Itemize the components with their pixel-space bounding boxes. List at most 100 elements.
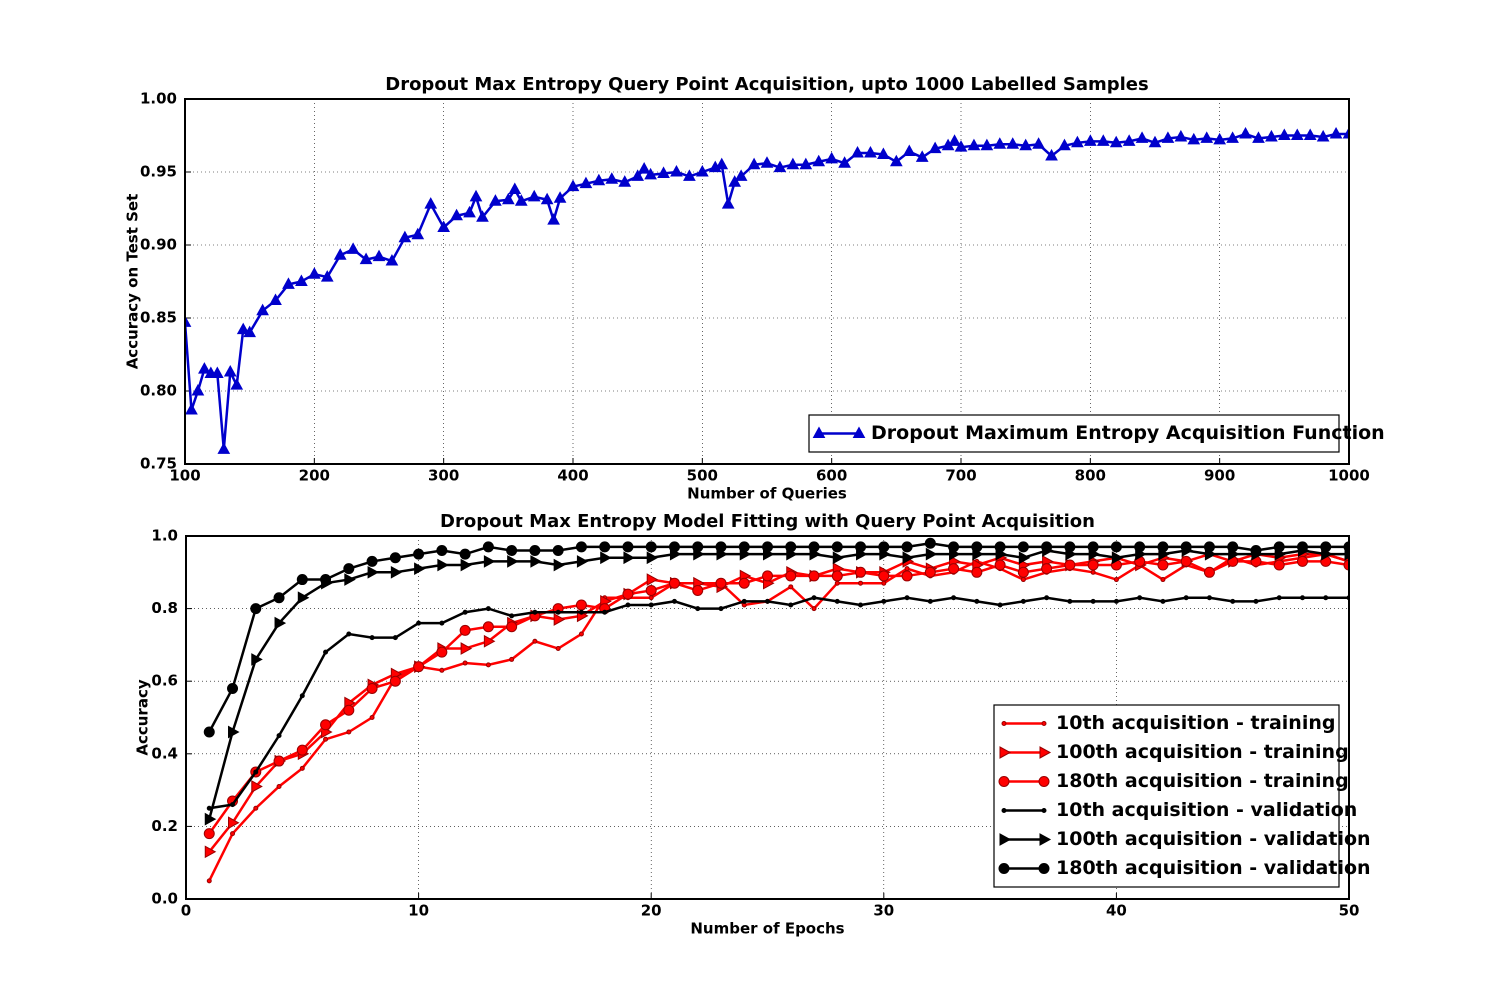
- data-point: [831, 541, 843, 553]
- data-point: [1213, 132, 1227, 145]
- data-point: [812, 154, 826, 167]
- data-point: [741, 598, 747, 604]
- data-point: [507, 555, 519, 568]
- data-point: [1206, 595, 1212, 601]
- data-point: [808, 541, 820, 553]
- data-point: [1067, 598, 1073, 604]
- data-point: [600, 551, 612, 565]
- data-point: [392, 635, 398, 641]
- plot-frame: [185, 535, 1350, 900]
- data-point: [1157, 559, 1169, 571]
- y-tick-label: 0.6: [151, 672, 178, 690]
- data-point: [1058, 138, 1071, 151]
- data-point: [366, 555, 378, 567]
- data-point: [1087, 559, 1099, 571]
- data-point: [721, 197, 735, 209]
- data-point: [1160, 598, 1166, 604]
- x-tick-label: 500: [687, 467, 718, 485]
- data-point: [333, 248, 347, 260]
- data-point: [645, 584, 657, 596]
- legend-marker: [998, 776, 1010, 787]
- data-point: [618, 175, 632, 187]
- data-point: [1087, 541, 1099, 553]
- data-point: [646, 551, 659, 565]
- legend-marker: [852, 426, 866, 438]
- data-point: [251, 653, 263, 666]
- legend-marker: [1001, 721, 1007, 726]
- data-point: [343, 704, 355, 716]
- data-point: [788, 584, 794, 590]
- data-point: [670, 164, 683, 177]
- data-point: [230, 831, 236, 837]
- data-point: [346, 631, 352, 637]
- data-point: [273, 592, 285, 604]
- data-point: [1160, 577, 1166, 583]
- data-point: [623, 551, 635, 565]
- data-point: [436, 646, 448, 658]
- data-point: [1113, 577, 1119, 583]
- data-point: [1203, 566, 1215, 578]
- data-point: [469, 189, 483, 202]
- data-point: [925, 547, 938, 561]
- data-point: [459, 624, 471, 636]
- data-point: [509, 613, 515, 619]
- data-point: [323, 649, 329, 655]
- data-point: [1180, 555, 1192, 567]
- x-tick-label: 200: [299, 467, 330, 485]
- data-point: [437, 220, 451, 232]
- data-point: [1148, 135, 1162, 148]
- data-point: [683, 169, 696, 181]
- data-point: [575, 599, 587, 611]
- data-point: [851, 145, 864, 158]
- data-point: [1342, 127, 1349, 139]
- data-point: [994, 559, 1006, 571]
- data-point: [230, 378, 244, 390]
- data-point: [489, 194, 502, 206]
- data-point: [485, 606, 491, 612]
- x-tick-label: 100: [169, 467, 200, 485]
- x-tick-label: 900: [1204, 467, 1235, 485]
- data-point: [299, 765, 305, 771]
- data-point: [1252, 131, 1265, 143]
- data-point: [825, 151, 839, 164]
- legend-label: 100th acquisition - training: [1056, 741, 1349, 763]
- data-point: [1064, 541, 1076, 553]
- data-point: [1277, 128, 1291, 140]
- data-point: [450, 208, 463, 221]
- data-point: [269, 293, 282, 305]
- y-tick-label: 0.4: [151, 744, 178, 762]
- data-point: [297, 591, 310, 605]
- data-point: [878, 570, 890, 582]
- data-point: [227, 682, 239, 694]
- data-point: [881, 580, 887, 586]
- data-point: [369, 715, 375, 720]
- data-point: [250, 603, 262, 615]
- data-point: [462, 609, 468, 615]
- data-point: [808, 570, 820, 582]
- y-tick-label: 0.85: [140, 309, 177, 327]
- data-point: [1329, 127, 1343, 139]
- data-point: [715, 157, 729, 170]
- x-axis-label: Number of Epochs: [690, 920, 844, 938]
- data-point: [924, 566, 936, 578]
- data-point: [1135, 131, 1149, 143]
- data-point: [1239, 127, 1252, 139]
- data-point: [951, 595, 957, 601]
- data-point: [1134, 541, 1146, 553]
- data-point: [553, 558, 566, 572]
- data-point: [889, 154, 903, 167]
- data-point: [547, 213, 560, 225]
- data-point: [692, 584, 704, 596]
- data-point: [459, 548, 471, 560]
- data-point: [971, 541, 983, 553]
- data-point: [1020, 577, 1026, 583]
- data-point: [657, 166, 670, 178]
- data-point: [485, 662, 491, 668]
- data-point: [901, 541, 913, 553]
- data-point: [256, 303, 269, 316]
- legend-label: 180th acquisition - training: [1056, 770, 1349, 792]
- data-point: [834, 598, 840, 604]
- legend-marker: [998, 863, 1010, 874]
- legend-marker: [1038, 863, 1050, 874]
